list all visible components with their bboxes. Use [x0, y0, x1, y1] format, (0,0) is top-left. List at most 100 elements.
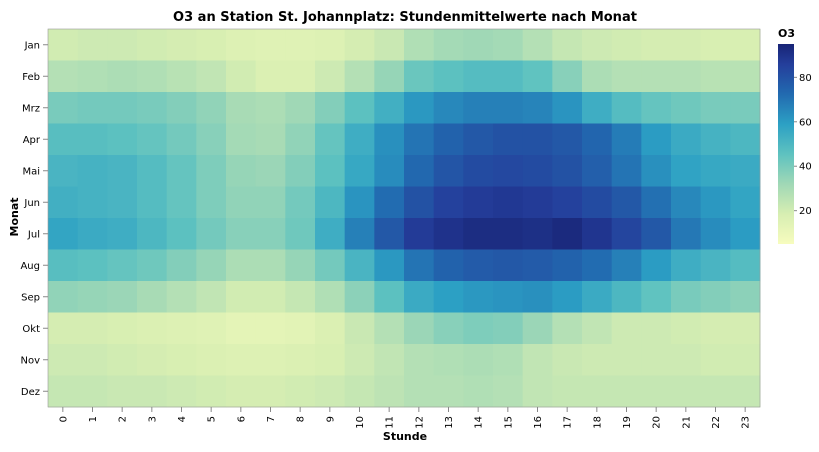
heatmap-cell — [77, 281, 108, 313]
heatmap-cell — [552, 312, 583, 345]
heatmap-cell — [196, 312, 227, 345]
heatmap-cell — [522, 123, 553, 156]
heatmap-cell — [582, 92, 613, 124]
x-tick-label: 2 — [118, 416, 129, 422]
heatmap-cell — [196, 186, 227, 219]
heatmap-cell — [493, 249, 524, 282]
x-tick-label: 8 — [296, 416, 307, 422]
heatmap-cell — [374, 218, 405, 250]
heatmap-cell — [107, 92, 138, 124]
y-tick-label: Jun — [23, 198, 40, 209]
heatmap-cell — [404, 218, 435, 250]
heatmap-cell — [77, 29, 108, 61]
heatmap-cell — [433, 60, 464, 93]
heatmap-cell — [255, 123, 286, 156]
colorbar-tick-label: 20 — [799, 206, 812, 217]
heatmap-cell — [433, 155, 464, 187]
heatmap-cell — [700, 60, 731, 93]
x-tick-label: 0 — [58, 416, 69, 422]
heatmap-cell — [374, 60, 405, 93]
heatmap-cell — [107, 155, 138, 187]
heatmap-cell — [730, 60, 761, 93]
heatmap-cell — [137, 375, 168, 408]
x-tick-label: 17 — [563, 416, 574, 429]
heatmap-cell — [48, 123, 79, 156]
x-tick-label: 10 — [355, 416, 366, 429]
heatmap-cell — [433, 344, 464, 376]
heatmap-cell — [255, 218, 286, 250]
heatmap-cell — [255, 344, 286, 376]
heatmap-cell — [374, 312, 405, 345]
x-tick-label: 14 — [474, 416, 485, 429]
heatmap-cell — [166, 218, 197, 250]
heatmap-cell — [196, 281, 227, 313]
heatmap-cell — [493, 123, 524, 156]
heatmap-cell — [374, 92, 405, 124]
heatmap-cell — [285, 344, 316, 376]
heatmap-cell — [582, 155, 613, 187]
heatmap-cell — [552, 92, 583, 124]
heatmap-cell — [552, 249, 583, 282]
heatmap-cell — [700, 312, 731, 345]
heatmap-cell — [730, 92, 761, 124]
heatmap-cell — [582, 281, 613, 313]
heatmap-cell — [48, 249, 79, 282]
heatmap-cell — [255, 29, 286, 61]
y-tick-label: Sep — [21, 292, 40, 303]
x-tick-label: 23 — [741, 416, 752, 429]
heatmap-cell — [107, 249, 138, 282]
heatmap-cell — [552, 29, 583, 61]
heatmap-cell — [433, 375, 464, 408]
heatmap-cell — [522, 92, 553, 124]
heatmap-cell — [255, 155, 286, 187]
heatmap-cell — [404, 155, 435, 187]
heatmap-cell — [552, 186, 583, 219]
heatmap-cell — [166, 29, 197, 61]
x-tick-label: 6 — [236, 416, 247, 422]
heatmap-cell — [226, 249, 257, 282]
y-axis-ticks: Jan Feb Mrz Apr Mai Jun Jul Aug Sep Okt Nov Dez — [20, 40, 48, 398]
heatmap-cell — [671, 312, 702, 345]
heatmap-cell — [344, 312, 375, 345]
heatmap-cell — [226, 218, 257, 250]
heatmap-cell — [137, 155, 168, 187]
heatmap-cell — [137, 60, 168, 93]
heatmap-cell — [611, 92, 642, 124]
heatmap-cell — [226, 375, 257, 408]
heatmap-cell — [433, 312, 464, 345]
heatmap-cell — [671, 218, 702, 250]
heatmap-cell — [700, 155, 731, 187]
heatmap-cell — [166, 281, 197, 313]
heatmap-cell — [196, 249, 227, 282]
heatmap-cell — [700, 29, 731, 61]
heatmap-cell — [522, 29, 553, 61]
heatmap-cell — [463, 60, 494, 93]
heatmap-cell — [77, 312, 108, 345]
heatmap-cell — [582, 375, 613, 408]
heatmap-cell — [522, 155, 553, 187]
heatmap-cell — [48, 60, 79, 93]
heatmap-cell — [166, 155, 197, 187]
heatmap-cell — [433, 249, 464, 282]
heatmap-cell — [463, 281, 494, 313]
heatmap-cell — [671, 123, 702, 156]
chart-title: O3 an Station St. Johannplatz: Stundenmi… — [173, 10, 637, 25]
heatmap-cell — [315, 60, 346, 93]
heatmap-cell — [611, 375, 642, 408]
heatmap-cell — [404, 29, 435, 61]
heatmap-cell — [196, 218, 227, 250]
heatmap-cell — [700, 249, 731, 282]
heatmap-cell — [671, 281, 702, 313]
heatmap-cell — [226, 155, 257, 187]
heatmap-cells — [47, 28, 761, 408]
heatmap-cell — [611, 60, 642, 93]
heatmap-cell — [463, 29, 494, 61]
heatmap-cell — [344, 249, 375, 282]
heatmap-cell — [285, 155, 316, 187]
heatmap-cell — [285, 186, 316, 219]
heatmap-cell — [611, 123, 642, 156]
heatmap-cell — [137, 123, 168, 156]
heatmap-cell — [196, 155, 227, 187]
heatmap-cell — [552, 155, 583, 187]
y-tick-label: Jul — [27, 229, 40, 240]
